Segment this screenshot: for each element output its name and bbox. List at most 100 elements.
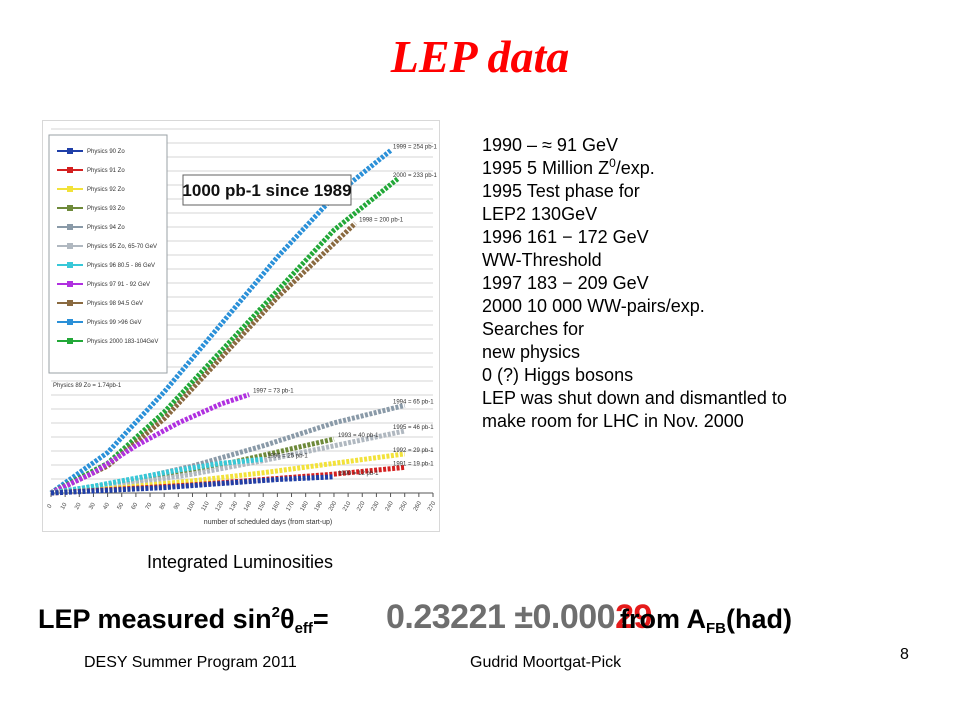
legend-box bbox=[48, 134, 168, 374]
legend-swatch-marker bbox=[67, 243, 73, 249]
legend-entry-label: Physics 90 Zo bbox=[87, 149, 125, 155]
info-line: 1995 Test phase for bbox=[482, 180, 952, 203]
info-line-text: new physics bbox=[482, 342, 581, 362]
legend-entry-label: Physics 2000 183-104GeV bbox=[87, 339, 158, 345]
x-tick-label: 80 bbox=[159, 502, 168, 511]
annotation-box bbox=[182, 174, 352, 206]
x-tick-label: 20 bbox=[74, 502, 83, 511]
measurement-value-red: 29 bbox=[615, 598, 652, 636]
info-line: new physics bbox=[482, 341, 952, 364]
legend-swatch-marker bbox=[67, 300, 73, 306]
legend-swatch-marker bbox=[67, 148, 73, 154]
x-tick-label: 160 bbox=[271, 500, 282, 512]
legend-entry-label: Physics 91 Zo bbox=[87, 168, 125, 174]
measurement-label-eq: = bbox=[312, 604, 329, 634]
series-end-label: 1990 = 12 pb-1 bbox=[338, 471, 379, 477]
info-line-text: 1995 Test phase for bbox=[482, 181, 640, 201]
chart-end-labels: 1999 = 254 pb-1 2000 = 233 pb-1 1998 = 200… bbox=[253, 145, 437, 477]
info-line-text: 2000 10 000 WW-pairs/exp. bbox=[482, 296, 705, 316]
info-line: make room for LHC in Nov. 2000 bbox=[482, 410, 952, 433]
info-line-text: LEP was shut down and dismantled to bbox=[482, 388, 787, 408]
series-end-label: 1995 = 46 pb-1 bbox=[393, 425, 434, 431]
luminosity-chart: 0 10 20 30 40 50 60 70 80 90 100 110 120 130 140 150 160… bbox=[42, 120, 440, 532]
measurement-source-sub: FB bbox=[706, 620, 726, 637]
series-end-label: 1991 = 19 pb-1 bbox=[393, 461, 434, 467]
info-line: Searches for bbox=[482, 318, 952, 341]
info-line-text: Searches for bbox=[482, 319, 585, 339]
measurement-line: LEP measured sin2θeff= 0.23221 ±0.00029 … bbox=[38, 598, 938, 648]
info-line-text: make room for LHC in Nov. 2000 bbox=[482, 411, 744, 431]
x-tick-label: 0 bbox=[47, 503, 54, 509]
figure-caption: Integrated Luminosities bbox=[146, 552, 334, 572]
info-list: 1990 – ≈ 91 GeV 1995 5 Million Z0/exp. 199… bbox=[482, 134, 952, 433]
measurement-label: LEP measured sin2θeff= bbox=[38, 604, 329, 637]
measurement-label-sup: 2 bbox=[271, 604, 280, 621]
page-number: 8 bbox=[900, 646, 909, 663]
footer-event: DESY Summer Program 2011 bbox=[84, 654, 297, 671]
chart-legend: Physics 90 Zo Physics 91 Zo Physics 92 Zo P… bbox=[48, 134, 168, 389]
legend-swatch-marker bbox=[67, 338, 73, 344]
info-line-text: 1996 161 − 172 GeV bbox=[482, 227, 649, 247]
x-tick-label: 70 bbox=[145, 502, 154, 511]
series-line bbox=[50, 474, 335, 496]
x-tick-label: 250 bbox=[399, 500, 410, 512]
legend-entry-label: Physics 94 Zo bbox=[87, 225, 125, 231]
measurement-value: 0.23221 ±0.00029 bbox=[386, 598, 652, 637]
x-tick-label: 40 bbox=[102, 502, 111, 511]
series-end-label: 2000 = 233 pb-1 bbox=[393, 173, 438, 179]
legend-entry-label: Physics 96 80.5 - 86 GeV bbox=[87, 263, 155, 269]
info-line: LEP2 130GeV bbox=[482, 203, 952, 226]
x-tick-label: 100 bbox=[187, 500, 198, 512]
x-tick-label: 140 bbox=[243, 500, 254, 512]
info-line: 0 (?) Higgs bosons bbox=[482, 364, 952, 387]
series-end-label: 1997 = 73 pb-1 bbox=[253, 389, 294, 395]
series-end-label: 1993 = 40 pb-1 bbox=[338, 433, 379, 439]
info-line: 1997 183 − 209 GeV bbox=[482, 272, 952, 295]
measurement-source-text: from A bbox=[620, 604, 706, 634]
x-tick-label: 190 bbox=[314, 500, 325, 512]
x-tick-label: 120 bbox=[215, 500, 226, 512]
series-end-label: 1992 = 29 pb-1 bbox=[393, 448, 434, 454]
info-line-text: WW-Threshold bbox=[482, 250, 602, 270]
info-line: 1996 161 − 172 GeV bbox=[482, 226, 952, 249]
series-end-label: 1999 = 254 pb-1 bbox=[393, 145, 438, 151]
x-axis-label: number of scheduled days (from start-up) bbox=[204, 519, 332, 526]
footer-author: Gudrid Moortgat-Pick bbox=[470, 654, 622, 671]
measurement-label-theta: θ bbox=[279, 604, 295, 634]
measurement-value-main: 0.23221 ±0.000 bbox=[386, 598, 616, 636]
x-tick-label: 60 bbox=[131, 502, 140, 511]
legend-entry-label: Physics 98 94.5 GeV bbox=[87, 301, 143, 307]
slide-title: LEP data bbox=[390, 31, 570, 82]
info-line: 2000 10 000 WW-pairs/exp. bbox=[482, 295, 952, 318]
legend-swatch-marker bbox=[67, 205, 73, 211]
info-line: 1995 5 Million Z0/exp. bbox=[482, 157, 952, 180]
x-tick-label: 150 bbox=[257, 500, 268, 512]
info-line-text: 1990 – ≈ 91 GeV bbox=[482, 135, 618, 155]
annotation-text: 1000 pb-1 since 1989 bbox=[182, 181, 351, 200]
measurement-source: from AFB(had) bbox=[620, 604, 792, 637]
info-line: WW-Threshold bbox=[482, 249, 952, 272]
legend-note: Physics 89 Zo = 1.74pb-1 bbox=[53, 383, 122, 389]
info-line-text: 1995 5 Million Z bbox=[482, 158, 610, 178]
x-tick-label: 180 bbox=[300, 500, 311, 512]
legend-swatch-marker bbox=[67, 224, 73, 230]
x-tick-label: 220 bbox=[356, 500, 367, 512]
info-line-sup: 0 bbox=[609, 156, 616, 170]
legend-entry-label: Physics 92 Zo bbox=[87, 187, 125, 193]
x-tick-label: 210 bbox=[342, 500, 353, 512]
x-tick-label: 230 bbox=[370, 500, 381, 512]
x-tick-label: 130 bbox=[229, 500, 240, 512]
x-tick-label: 240 bbox=[385, 500, 396, 512]
x-tick-label: 260 bbox=[413, 500, 424, 512]
x-tick-label: 170 bbox=[286, 500, 297, 512]
measurement-label-sub: eff bbox=[294, 620, 313, 637]
series-line bbox=[49, 221, 357, 496]
x-tick-label: 90 bbox=[173, 502, 182, 511]
info-line-text: /exp. bbox=[615, 158, 655, 178]
legend-entry-label: Physics 97 91 - 92 GeV bbox=[87, 282, 150, 288]
x-tick-label: 270 bbox=[427, 500, 438, 512]
x-tick-label: 200 bbox=[328, 500, 339, 512]
info-line: 1990 – ≈ 91 GeV bbox=[482, 134, 952, 157]
legend-swatch-marker bbox=[67, 319, 73, 325]
info-line-text: 0 (?) Higgs bosons bbox=[482, 365, 634, 385]
